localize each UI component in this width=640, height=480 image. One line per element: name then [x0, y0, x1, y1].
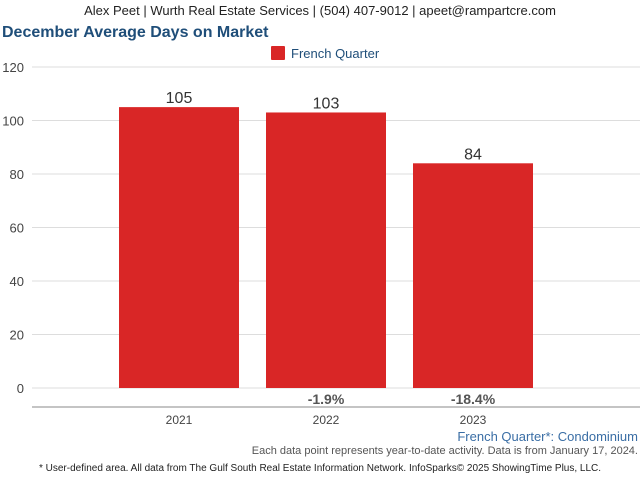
x-tick-label: 2022 [313, 413, 340, 427]
data-label: 105 [166, 90, 193, 107]
y-tick-label: 40 [10, 274, 24, 289]
y-tick-label: 100 [2, 114, 24, 129]
data-label: 103 [313, 95, 340, 112]
y-tick-label: 20 [10, 328, 24, 343]
source-footnote: * User-defined area. All data from The G… [38, 463, 602, 474]
label-layer: 105 2021 103 -1.9% 2022 84 -18.4% 2023 [166, 90, 496, 427]
legend-label: French Quarter [291, 45, 380, 61]
data-footnote: Each data point represents year-to-date … [251, 445, 638, 457]
y-tick-label: 120 [2, 60, 24, 75]
x-tick-label: 2023 [460, 413, 487, 427]
data-label: 84 [464, 146, 482, 163]
chart-title: December Average Days on Market [2, 24, 269, 41]
legend-swatch [271, 46, 285, 60]
change-label: -18.4% [451, 391, 496, 407]
bar [266, 112, 386, 388]
bar [119, 107, 239, 388]
change-label: -1.9% [308, 391, 345, 407]
bar-layer [119, 107, 533, 388]
contact-header: Alex Peet | Wurth Real Estate Services |… [84, 3, 556, 18]
bar [413, 163, 533, 388]
chart-legend[interactable]: French Quarter [271, 45, 379, 61]
series-footnote: French Quarter*: Condominium [457, 429, 638, 444]
x-tick-label: 2021 [166, 413, 193, 427]
y-tick-label: 60 [10, 221, 24, 236]
y-tick-label: 0 [17, 381, 24, 396]
y-tick-label: 80 [10, 167, 24, 182]
